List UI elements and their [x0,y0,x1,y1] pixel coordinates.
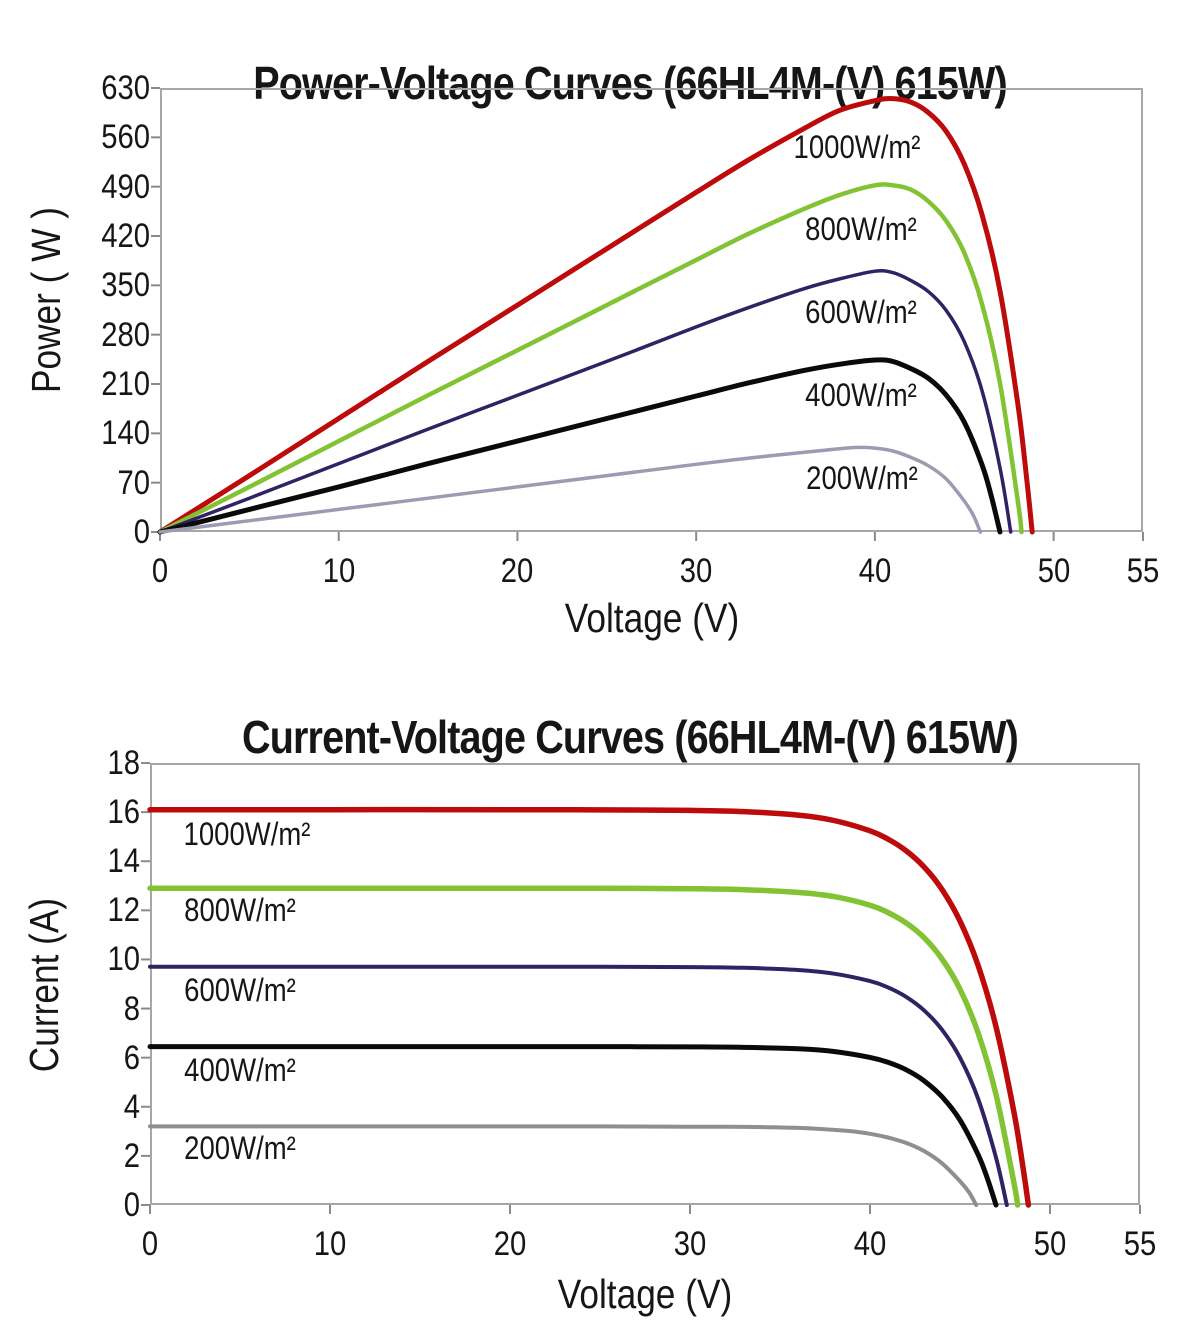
curve-current-voltage-1 [147,885,1021,1208]
curve-current-voltage-4 [148,1124,979,1207]
y-tick-label: 140 [101,414,150,453]
x-tick-label: 0 [141,1225,159,1263]
y-tick-label: 4 [123,1087,140,1126]
curve-label-current-voltage-3: 400W/m² [184,1051,296,1088]
pv-plot-area [151,87,1144,541]
pv-curves-svg [151,87,1144,541]
y-tick-label: 490 [101,167,150,206]
x-tick-label: 20 [501,552,534,590]
y-tick-label: 2 [123,1136,140,1175]
y-tick-label: 280 [101,315,150,354]
x-tick-label: 30 [679,552,713,590]
y-tick-label: 210 [101,365,150,403]
curve-label-power-voltage-3: 400W/m² [804,377,917,414]
curve-label-power-voltage-0: 1000W/m² [793,129,921,166]
y-tick-label: 6 [123,1038,140,1077]
y-tick-label: 560 [101,118,150,157]
curve-power-voltage-4 [158,445,983,534]
curve-label-current-voltage-0: 1000W/m² [183,816,311,853]
x-tick-label: 55 [1126,552,1160,590]
curve-current-voltage-0 [147,806,1032,1208]
x-tick-label: 40 [858,552,892,590]
curve-label-power-voltage-2: 600W/m² [804,294,917,331]
curve-power-voltage-0 [157,96,1035,535]
x-tick-label: 10 [322,552,355,590]
x-tick-label: 20 [493,1225,527,1263]
tick-marks [151,87,1144,541]
y-tick-label: 630 [101,69,150,107]
x-tick-label: 40 [853,1225,887,1263]
curve-power-voltage-2 [158,269,1013,534]
curve-label-current-voltage-2: 600W/m² [184,971,296,1008]
y-tick-label: 16 [107,793,140,832]
y-tick-label: 0 [123,1186,140,1224]
curve-label-current-voltage-1: 800W/m² [184,892,296,929]
curve-power-voltage-1 [157,182,1024,535]
iv-x-axis-label: Voltage (V) [557,1271,733,1317]
y-tick-label: 420 [101,217,150,255]
x-tick-label: 50 [1033,1225,1067,1263]
y-tick-label: 8 [123,989,140,1028]
x-tick-label: 50 [1037,552,1070,590]
curve-label-current-voltage-4: 200W/m² [184,1129,296,1166]
curve-label-power-voltage-4: 200W/m² [806,459,919,496]
iv-chart-title: Current-Voltage Curves (66HL4M-(V) 615W) [242,711,1019,764]
x-tick-label: 30 [673,1225,707,1263]
x-tick-label: 55 [1123,1225,1157,1263]
y-tick-label: 18 [107,744,140,782]
curve-current-voltage-2 [148,964,1009,1207]
plot-border [160,88,1143,532]
curve-current-voltage-3 [147,1044,999,1208]
x-tick-label: 0 [151,552,169,590]
iv-curves-svg [141,762,1141,1214]
x-tick-label: 10 [313,1225,347,1263]
y-tick-label: 0 [133,513,150,551]
iv-plot-area [141,762,1141,1214]
curve-power-voltage-3 [157,357,1003,535]
pv-x-axis-label: Voltage (V) [564,595,740,641]
y-tick-label: 70 [117,463,150,502]
y-tick-label: 12 [107,891,140,930]
curve-label-power-voltage-1: 800W/m² [804,210,917,247]
tick-marks [141,762,1141,1214]
plot-border [150,763,1140,1205]
y-tick-label: 14 [107,842,140,881]
y-tick-label: 10 [107,940,140,979]
y-tick-label: 350 [101,266,150,305]
